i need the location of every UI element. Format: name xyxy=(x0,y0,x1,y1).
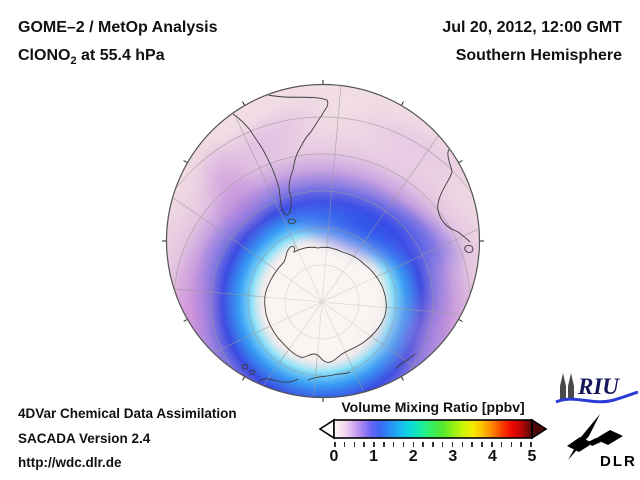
colorbar-minor-tick xyxy=(383,442,385,447)
colorbar-tick-label: 2 xyxy=(408,448,418,465)
credits-block: 4DVar Chemical Data Assimilation SACADA … xyxy=(18,402,237,476)
colorbar-minor-tick xyxy=(412,442,414,447)
title-line1: GOME–2 / MetOp Analysis xyxy=(18,19,218,36)
colorbar-minor-tick xyxy=(343,442,346,447)
colorbar-tick-label: 4 xyxy=(487,448,497,465)
colorbar-overflow-arrow xyxy=(531,418,548,440)
globe-rim xyxy=(165,83,481,399)
colorbar-minor-tick xyxy=(520,442,522,447)
credit-url: http://wdc.dlr.de xyxy=(18,455,122,470)
riu-logo: RIU xyxy=(555,373,639,404)
colorbar-underflow-arrow xyxy=(318,418,335,440)
colorbar-tick-label: 3 xyxy=(448,448,458,465)
title-block: GOME–2 / MetOp Analysis ClONO2 at 55.4 h… xyxy=(18,14,217,75)
colorbar-minor-tick xyxy=(334,442,336,447)
coastline-australia xyxy=(437,131,471,243)
colorbar-tick-label: 1 xyxy=(369,448,379,465)
colorbar-minor-tick xyxy=(373,442,375,447)
colorbar-minor-tick xyxy=(451,442,454,447)
coastline-limb-fragment-2 xyxy=(307,371,351,381)
coastline-new-zealand xyxy=(241,364,256,376)
datetime-block: Jul 20, 2012, 12:00 GMT Southern Hemisph… xyxy=(442,14,622,70)
dlr-logo: DLR xyxy=(567,414,637,470)
colorbar-minor-tick xyxy=(432,442,434,447)
colorbar xyxy=(318,418,548,440)
colorbar-minor-tick xyxy=(491,442,493,447)
credit-line1: 4DVar Chemical Data Assimilation xyxy=(18,406,237,421)
colorbar-minor-tick xyxy=(461,442,464,447)
colorbar-minor-tick xyxy=(510,442,513,447)
colorbar-minor-tick xyxy=(402,442,405,447)
coastline-tasmania xyxy=(464,244,474,254)
colorbar-minor-tick xyxy=(363,442,365,447)
rhine-wave-icon xyxy=(555,390,639,404)
dlr-logo-text: DLR xyxy=(600,453,637,470)
colorbar-minor-tick xyxy=(530,442,532,447)
datetime-label: Jul 20, 2012, 12:00 GMT xyxy=(442,19,622,36)
cathedral-icon xyxy=(560,373,574,400)
riu-logo-text: RIU xyxy=(577,374,620,399)
coastline-south-america xyxy=(214,92,329,216)
colorbar-minor-tick xyxy=(471,442,473,447)
coastline-limb-fragment-1 xyxy=(257,378,299,383)
colorbar-minor-tick xyxy=(500,442,503,447)
globe-map xyxy=(162,80,484,402)
hemisphere-label: Southern Hemisphere xyxy=(455,47,622,64)
colorbar-tick-label: 5 xyxy=(527,448,537,465)
colorbar-minor-tick xyxy=(353,442,356,447)
colorbar-ticks xyxy=(334,442,532,447)
coastline-limb-fragment-3 xyxy=(395,353,416,369)
subscript-2: 2 xyxy=(70,55,77,68)
colorbar-minor-tick xyxy=(441,442,444,447)
title-line2: ClONO2 at 55.4 hPa xyxy=(18,47,165,68)
colorbar-minor-tick xyxy=(392,442,395,447)
colorbar-tick-labels: 0 1 2 3 4 5 xyxy=(330,448,537,468)
coastline-tierra-del-fuego xyxy=(287,218,297,225)
colorbar-minor-tick xyxy=(422,442,424,447)
colorbar-tick-label: 0 xyxy=(329,448,339,465)
dlr-star-icon xyxy=(567,414,623,460)
colorbar-gradient-bar xyxy=(333,419,533,439)
credit-line2: SACADA Version 2.4 xyxy=(18,430,151,446)
globe-overlay xyxy=(162,80,484,402)
coastline-antarctica xyxy=(264,245,387,363)
colorbar-title: Volume Mixing Ratio [ppbv] xyxy=(341,399,525,415)
globe-rim-ticks xyxy=(162,80,484,402)
colorbar-minor-tick xyxy=(481,442,483,447)
